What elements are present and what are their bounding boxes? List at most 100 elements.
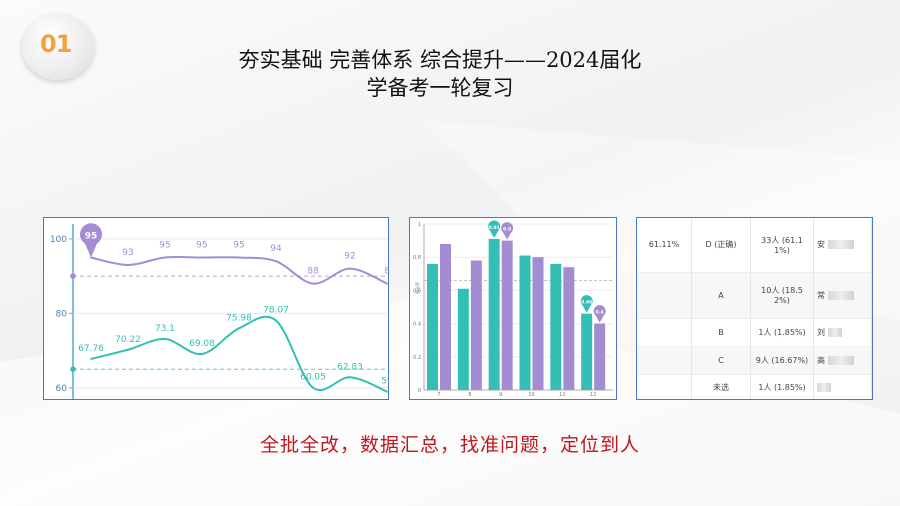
- count-cell: 1人 (1.85%): [750, 374, 814, 399]
- data-label: 78.07: [263, 306, 289, 316]
- slide-number: 01: [40, 30, 72, 58]
- option-cell: 未选: [691, 374, 751, 399]
- option-cell: C: [691, 346, 751, 375]
- slide-title-line-2: 学备考一轮复习: [366, 76, 514, 100]
- data-point: [385, 390, 389, 393]
- data-label: 88: [307, 267, 319, 277]
- bar-pin-label: 0.4: [596, 310, 604, 316]
- slide-caption: 全批全改，数据汇总，找准问题，定位到人: [259, 434, 640, 456]
- x-tick-label: 10: [528, 392, 534, 398]
- bar: [581, 313, 593, 390]
- series-line: [90, 255, 388, 285]
- bar: [488, 238, 500, 390]
- y-axis-label: 得分率: [414, 282, 420, 294]
- data-label: 92: [344, 252, 355, 262]
- blurred-names: [827, 290, 854, 300]
- y-tick-label: 0.8: [413, 255, 421, 261]
- student-name: 安: [817, 240, 825, 250]
- data-point: [237, 256, 241, 259]
- data-label: 67.76: [78, 344, 104, 354]
- y-tick-label: 0.2: [413, 355, 421, 361]
- data-label: 62.83: [337, 362, 363, 372]
- answer-distribution-table: 61.11% D (正确) 33人 (61.1 1%) 安 A 10人 (18.…: [637, 218, 872, 399]
- bar-pin-label: 0.9: [503, 227, 511, 233]
- slide-title-line-1: 夯实基础 完善体系 综合提升——2024届化: [238, 48, 642, 72]
- data-point: [311, 282, 315, 285]
- data-point: [200, 352, 204, 356]
- answer-table-panel: 61.11% D (正确) 33人 (61.1 1%) 安 A 10人 (18.…: [636, 217, 873, 400]
- data-point: [126, 348, 130, 351]
- data-point: [237, 327, 241, 330]
- count-cell: 9人 (16.67%): [750, 346, 814, 375]
- count-cell: 10人 (18.5 2%): [750, 272, 814, 319]
- bar: [457, 288, 469, 390]
- data-label: 59: [381, 377, 388, 387]
- data-label: 75.98: [226, 313, 252, 323]
- correct-rate-cell: 61.11%: [637, 218, 692, 273]
- bar: [470, 260, 482, 390]
- y-tick-label: 60: [56, 384, 68, 394]
- names-cell: 安: [813, 218, 872, 273]
- data-label: 94: [270, 244, 282, 254]
- x-tick-label: 8: [468, 392, 471, 398]
- data-label: 60.05: [300, 373, 326, 383]
- option-cell: B: [691, 318, 751, 347]
- data-point: [385, 282, 389, 285]
- data-label: 73.1: [155, 324, 175, 334]
- names-cell: 常: [813, 272, 872, 319]
- bar: [594, 323, 606, 390]
- data-label: 93: [122, 248, 133, 258]
- data-label: 8: [384, 267, 388, 277]
- y-tick-label: 0.4: [413, 322, 421, 328]
- data-label: 95: [233, 241, 244, 251]
- bar: [532, 257, 544, 390]
- table-row: 61.11% D (正确) 33人 (61.1 1%) 安: [637, 218, 872, 273]
- data-point: [311, 386, 315, 389]
- bar-pin: [593, 305, 606, 323]
- y-tick-label: 100: [50, 235, 67, 245]
- data-label: 69.08: [189, 339, 215, 349]
- bar: [550, 263, 562, 390]
- option-cell: A: [691, 272, 751, 319]
- option-cell: D (正确): [691, 218, 751, 273]
- table-row: A 10人 (18.5 2%) 常: [637, 272, 872, 319]
- student-name: 常: [817, 290, 825, 300]
- y-tick-label: 80: [56, 309, 68, 319]
- data-point: [348, 376, 352, 379]
- x-tick-label: 12: [590, 392, 596, 398]
- data-point: [163, 337, 167, 341]
- table-row: B 1人 (1.85%) 刘: [637, 318, 872, 347]
- bar: [563, 267, 575, 390]
- data-point: [89, 357, 93, 361]
- x-tick-label: 11: [559, 392, 565, 398]
- score-line-chart: 60 80 100 93 95 95 95 94 88 92 8 67.76 70.22 73.1 69.0…: [50, 223, 393, 399]
- x-tick-label: 7: [437, 392, 440, 398]
- bar: [501, 240, 513, 390]
- bar-pin: [501, 222, 514, 240]
- line-chart-panel: 60 80 100 93 95 95 95 94 88 92 8 67.76 70.22 73.1 69.0…: [43, 217, 393, 400]
- student-name: 刘: [817, 327, 825, 337]
- data-label: 70.22: [115, 335, 141, 345]
- names-cell: 高: [813, 346, 872, 375]
- blurred-names: [817, 382, 831, 392]
- score-rate-bar-chart: 0 0.2 0.4 0.6 0.8 1 得分率 7 8 0.91 0.9 9 10 11 0.46 0.4 12: [413, 220, 613, 398]
- reference-marker: [70, 366, 76, 373]
- y-tick-label: 0.6: [413, 288, 421, 294]
- bar: [440, 243, 451, 390]
- bar-pin-label: 0.91: [489, 225, 500, 231]
- count-cell: 1人 (1.85%): [750, 318, 814, 347]
- y-tick-label: 0: [418, 388, 421, 394]
- blurred-names: [827, 327, 842, 337]
- bar: [519, 255, 531, 390]
- blurred-names: [827, 355, 854, 365]
- table-row: C 9人 (16.67%) 高: [637, 346, 872, 375]
- reference-marker: [70, 273, 76, 279]
- pin-marker: [80, 223, 102, 258]
- bar-pin: [488, 220, 501, 238]
- data-label: 95: [159, 241, 170, 251]
- bar-chart-panel: 0 0.2 0.4 0.6 0.8 1 得分率 7 8 0.91 0.9 9 10 11 0.46 0.4 12: [409, 217, 617, 400]
- data-point: [163, 256, 167, 259]
- table-row: 未选 1人 (1.85%): [637, 374, 872, 399]
- bar-pin: [580, 295, 593, 313]
- data-point: [200, 256, 204, 259]
